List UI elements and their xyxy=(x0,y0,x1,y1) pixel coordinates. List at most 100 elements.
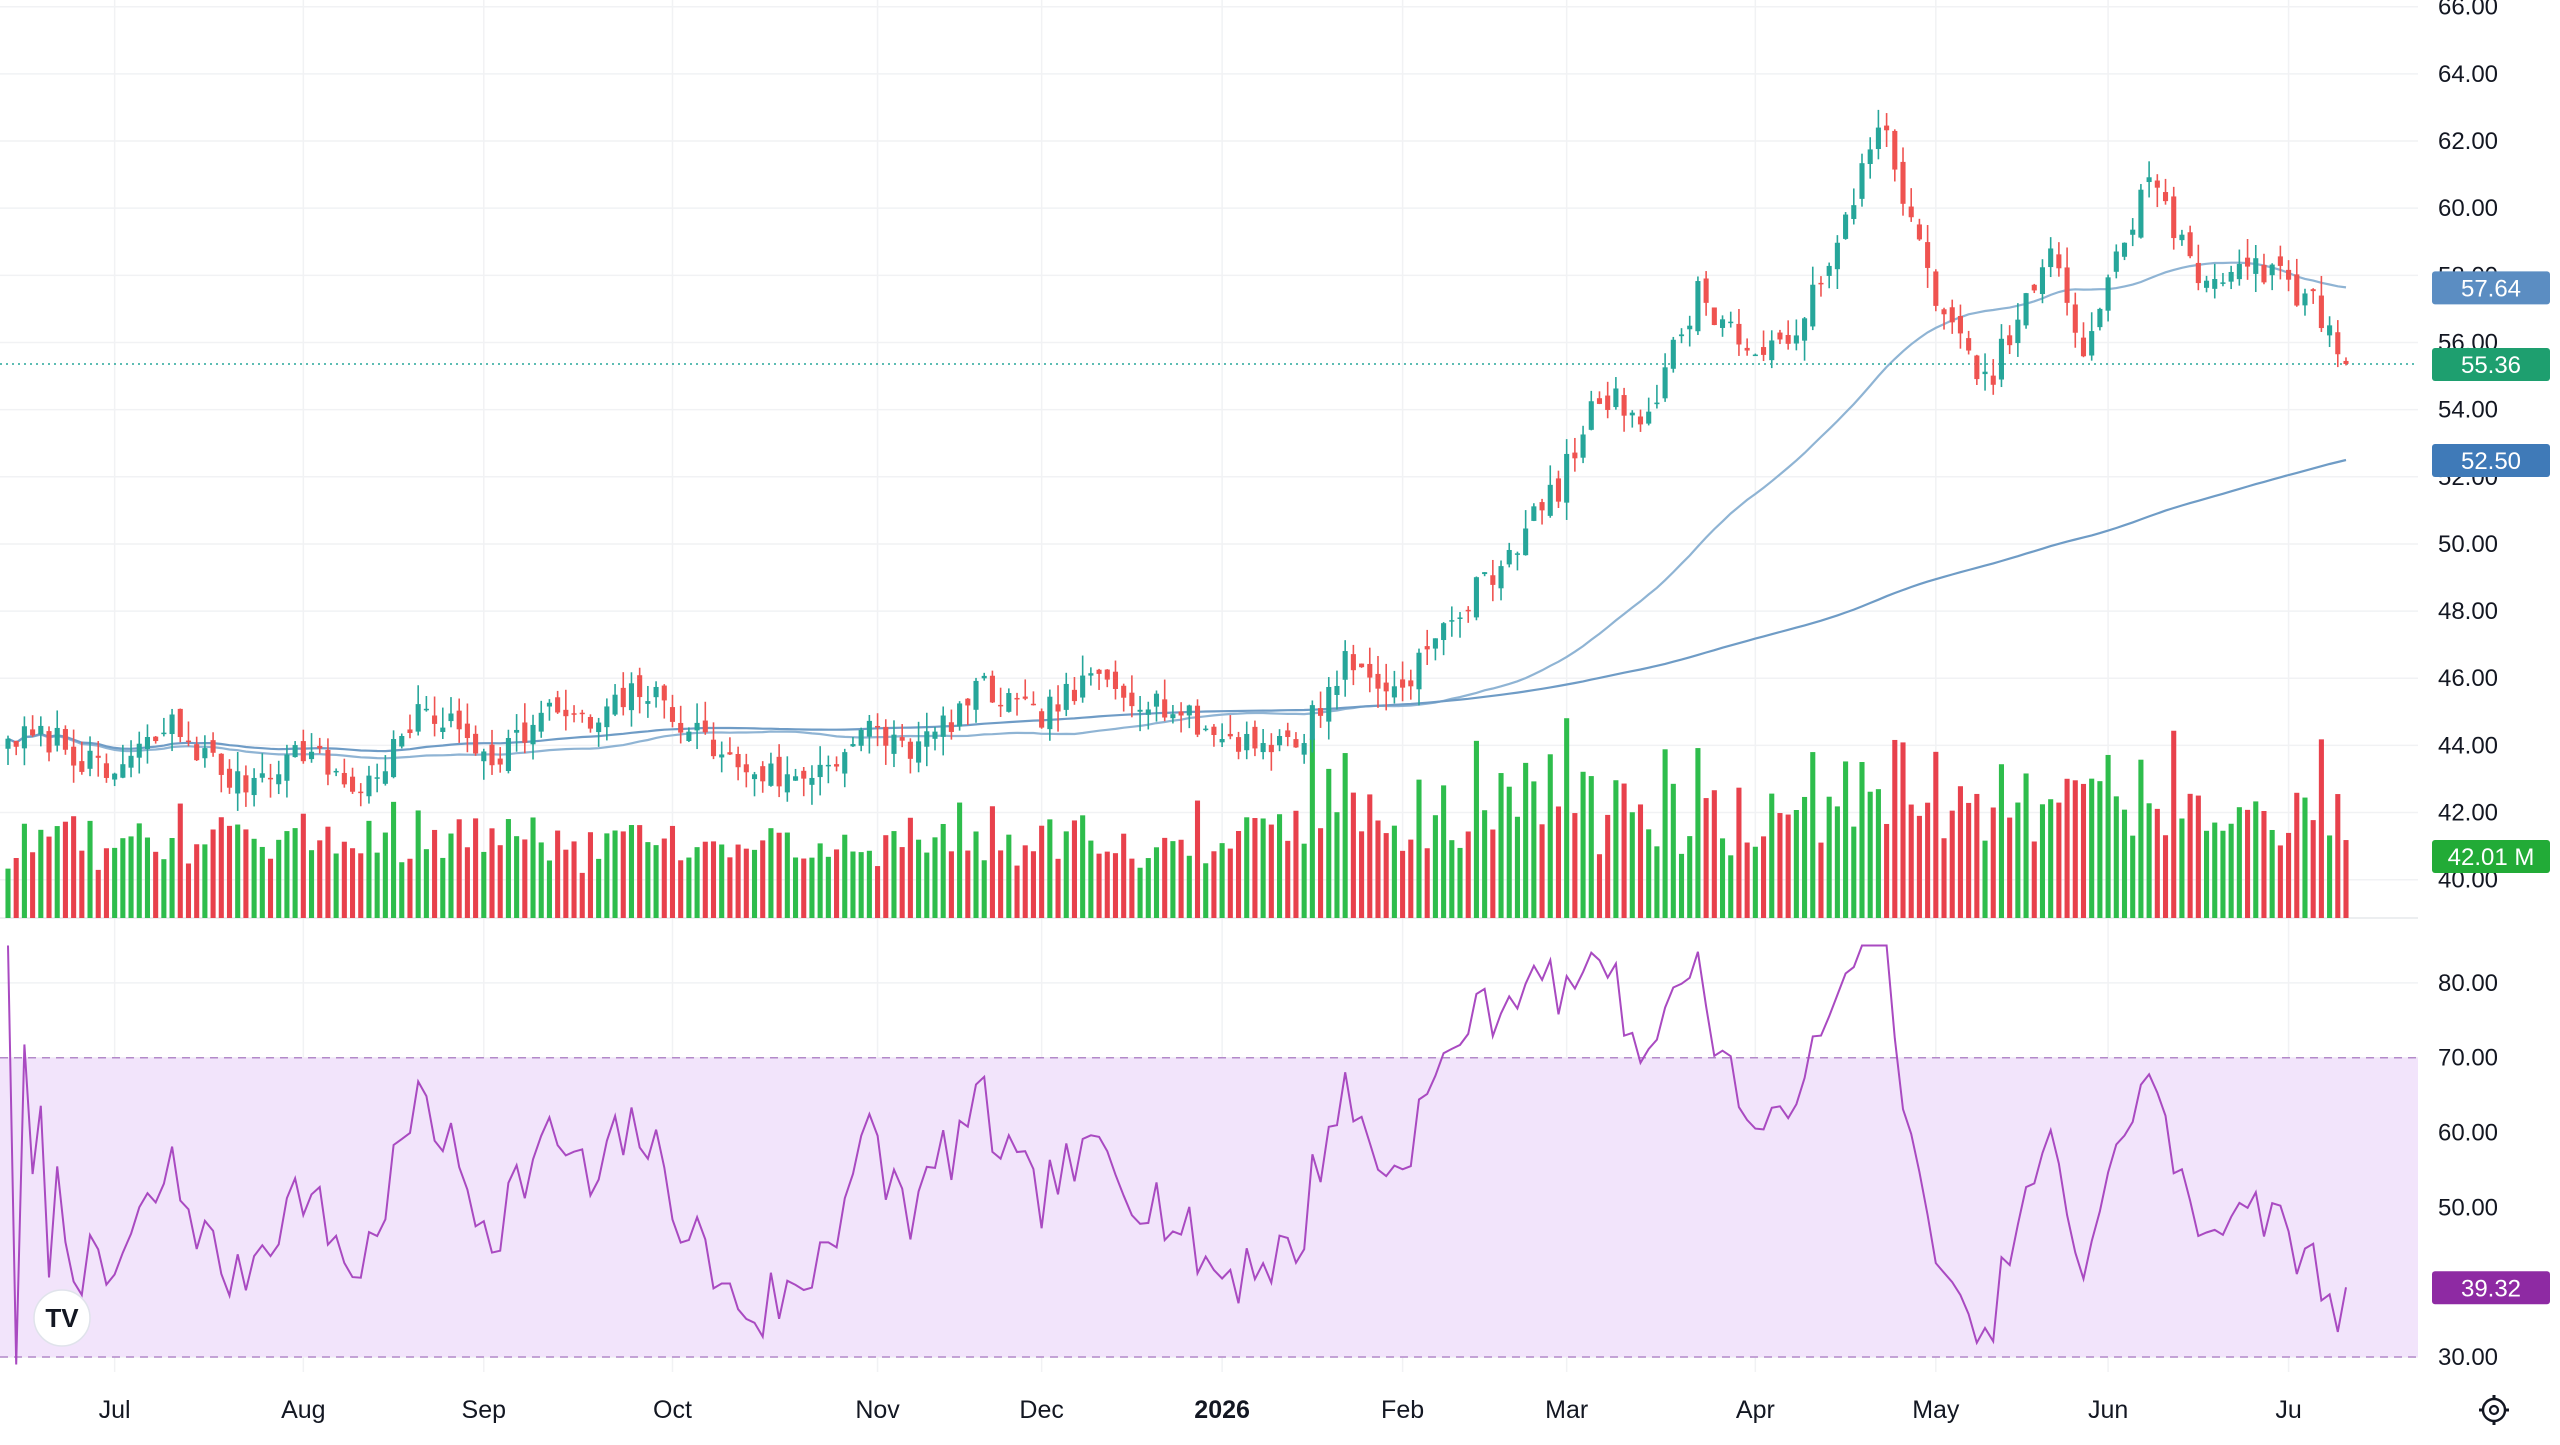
volume-bar xyxy=(1867,791,1873,918)
volume-bar xyxy=(473,818,479,918)
candle-body xyxy=(1695,281,1701,332)
volume-bar xyxy=(185,863,192,918)
volume-bar xyxy=(1391,825,1397,918)
candle-body xyxy=(661,685,667,701)
volume-bar xyxy=(1170,841,1176,918)
candle-body xyxy=(1449,620,1455,622)
candle-body xyxy=(965,698,971,706)
candle-body xyxy=(866,720,872,737)
volume-bar xyxy=(1457,847,1463,918)
candle-body xyxy=(325,749,331,775)
volume-bar xyxy=(727,857,733,918)
volume-bar xyxy=(456,819,462,918)
volume-bar xyxy=(1277,814,1283,918)
volume-bar xyxy=(1990,807,1996,918)
candle-body xyxy=(1802,318,1808,341)
candle-body xyxy=(538,712,544,732)
candle-body xyxy=(1875,127,1881,150)
volume-bar xyxy=(596,858,602,918)
volume-bar xyxy=(735,844,741,918)
candle-body xyxy=(62,729,68,750)
volume-bar xyxy=(2343,840,2349,918)
candle-body xyxy=(128,755,134,768)
candle-body xyxy=(1219,739,1225,743)
candle-body xyxy=(1662,367,1668,399)
volume-bar xyxy=(587,832,593,918)
volume-bar xyxy=(1080,815,1086,918)
volume-bar xyxy=(1826,796,1832,918)
candle-body xyxy=(333,770,339,773)
candle-body xyxy=(1555,478,1562,502)
candle-body xyxy=(407,729,413,733)
settings-button[interactable] xyxy=(2479,1395,2509,1425)
candle-body xyxy=(940,715,946,737)
rsi-value-label: 39.32 xyxy=(2461,1275,2521,1302)
volume-bar xyxy=(13,858,19,918)
volume-bar xyxy=(2064,778,2070,918)
volume-bar xyxy=(1490,829,1496,918)
candle-body xyxy=(120,764,126,778)
volume-bar xyxy=(1761,836,1767,918)
candle-body xyxy=(1145,709,1151,715)
volume-bar xyxy=(1834,806,1840,918)
candle-body xyxy=(2277,256,2283,266)
candle-body xyxy=(1580,434,1586,458)
volume-bar xyxy=(505,819,511,918)
volume-bar xyxy=(2195,795,2201,918)
candle-body xyxy=(1613,388,1619,408)
volume-bar xyxy=(1514,816,1520,918)
volume-bar xyxy=(792,857,799,918)
time-tick-label: 2026 xyxy=(1194,1396,1250,1424)
time-tick-label: Feb xyxy=(1381,1396,1424,1424)
volume-bar xyxy=(1473,740,1479,918)
volume-bar xyxy=(1162,837,1168,918)
candle-body xyxy=(587,716,593,729)
volume-bar xyxy=(2162,835,2169,918)
candle-body xyxy=(1359,663,1365,668)
volume-bar xyxy=(2335,794,2341,918)
candle-body xyxy=(1925,242,1931,268)
candle-body xyxy=(79,761,85,772)
candle-body xyxy=(1391,686,1397,698)
candle-body xyxy=(1744,347,1750,351)
candle-body xyxy=(358,791,364,794)
volume-bar xyxy=(2286,832,2292,918)
volume-bar xyxy=(161,859,167,918)
rsi-line xyxy=(7,944,2347,1365)
candle-body xyxy=(596,722,602,733)
candle-body xyxy=(1678,334,1685,337)
volume-bar xyxy=(464,847,470,918)
volume-bar xyxy=(2228,823,2234,918)
candle-body xyxy=(1211,726,1217,735)
tradingview-logo[interactable]: TV xyxy=(33,1289,91,1347)
candle-body xyxy=(2113,251,2119,272)
candle-body xyxy=(1260,743,1266,753)
time-tick-label: Nov xyxy=(855,1396,900,1424)
volume-bar xyxy=(1465,831,1471,918)
candle-body xyxy=(1884,125,1890,131)
volume-bar xyxy=(1564,718,1570,918)
candle-body xyxy=(1030,703,1036,706)
candle-body xyxy=(226,768,233,788)
price-tick-label: 42.00 xyxy=(2438,800,2498,827)
volume-bar xyxy=(1039,825,1045,918)
volume-bar xyxy=(1736,787,1742,918)
candle-body xyxy=(1104,669,1110,680)
candle-body xyxy=(1408,680,1414,687)
volume-bar xyxy=(2277,845,2283,918)
candle-body xyxy=(2097,308,2103,328)
volume-bar xyxy=(2269,829,2275,918)
candle-body xyxy=(1752,354,1758,357)
candle-body xyxy=(678,722,684,733)
rsi-band xyxy=(0,1056,2418,1358)
candle-body xyxy=(948,722,954,732)
candlesticks[interactable] xyxy=(5,109,2349,811)
candle-body xyxy=(1933,271,1939,306)
volume-bar xyxy=(1301,843,1307,918)
candle-body xyxy=(1523,528,1529,556)
volume-bar xyxy=(2302,797,2308,918)
candle-body xyxy=(546,702,552,707)
volume-bar xyxy=(1646,829,1652,918)
